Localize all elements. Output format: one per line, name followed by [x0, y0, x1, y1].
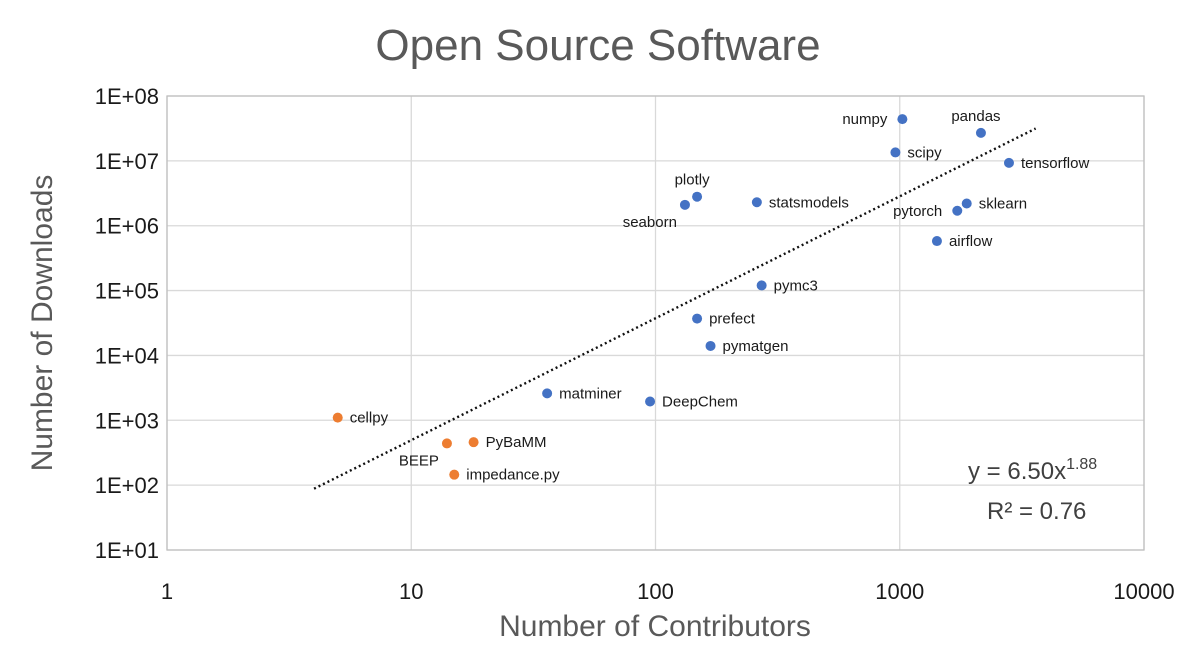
data-label: tensorflow	[1021, 155, 1090, 172]
y-tick-label: 1E+08	[95, 84, 159, 109]
chart-title: Open Source Software	[375, 21, 820, 70]
data-label: pytorch	[893, 203, 942, 220]
data-point-pymatgen	[705, 340, 716, 351]
data-label: PyBaMM	[486, 434, 547, 451]
data-label: cellpy	[350, 410, 389, 427]
data-label: statsmodels	[769, 194, 849, 211]
x-tick-label: 1	[161, 579, 173, 604]
data-label: plotly	[675, 172, 711, 189]
data-label: airflow	[949, 233, 993, 250]
data-point-prefect	[692, 313, 703, 324]
data-label: numpy	[842, 111, 888, 128]
y-tick-label: 1E+06	[95, 214, 159, 239]
data-point-statsmodels	[751, 197, 762, 208]
x-tick-label: 10	[399, 579, 423, 604]
data-point-impedance-py	[449, 469, 460, 480]
y-tick-label: 1E+03	[95, 408, 159, 433]
data-point-pytorch	[952, 205, 963, 216]
data-label: BEEP	[399, 452, 439, 469]
data-point-cellpy	[332, 412, 343, 423]
data-label: pymc3	[774, 277, 818, 294]
data-point-airflow	[931, 236, 942, 247]
x-tick-label: 10000	[1113, 579, 1174, 604]
data-label: impedance.py	[466, 467, 560, 484]
x-tick-label: 100	[637, 579, 674, 604]
y-tick-label: 1E+04	[95, 343, 159, 368]
data-point-scipy	[890, 147, 901, 158]
data-point-plotly	[692, 191, 703, 202]
data-point-seaborn	[679, 199, 690, 210]
y-tick-label: 1E+07	[95, 149, 159, 174]
y-axis-title: Number of Downloads	[26, 175, 59, 472]
tick-labels: 1 10 100 1000 10000 1E+01 1E+02 1E+03 1E+04 1E+05…	[95, 84, 1175, 604]
y-tick-label: 1E+01	[95, 538, 159, 563]
data-label: prefect	[709, 311, 756, 328]
data-point-pybamm	[468, 437, 479, 448]
data-points	[332, 114, 1014, 480]
data-label: seaborn	[623, 214, 677, 231]
data-point-pandas	[975, 127, 986, 138]
equation-text: y = 6.50x1.88	[968, 456, 1097, 485]
equation-exponent: 1.88	[1066, 456, 1097, 473]
data-point-matminer	[542, 388, 553, 399]
data-label: DeepChem	[662, 393, 738, 410]
x-axis-title: Number of Contributors	[499, 610, 811, 643]
data-label: matminer	[559, 385, 622, 402]
data-point-sklearn	[961, 198, 972, 209]
data-label: scipy	[907, 144, 942, 161]
data-label: pandas	[951, 108, 1000, 125]
data-point-beep	[441, 438, 452, 449]
trendline-equation: y = 6.50x1.88 R² = 0.76	[968, 456, 1097, 525]
data-point-pymc3	[756, 280, 767, 291]
equation-base: y = 6.50x	[968, 458, 1066, 485]
y-tick-label: 1E+05	[95, 279, 159, 304]
x-tick-label: 1000	[875, 579, 924, 604]
data-labels: numpy pandas scipy tensorflow plotly seaborn s…	[350, 108, 1090, 484]
data-point-deepchem	[645, 396, 656, 407]
plot-area-frame	[166, 95, 1145, 551]
y-tick-label: 1E+02	[95, 473, 159, 498]
data-label: sklearn	[979, 196, 1027, 213]
r-squared-text: R² = 0.76	[987, 498, 1086, 525]
data-label: pymatgen	[723, 338, 789, 355]
data-point-numpy	[897, 114, 908, 125]
data-point-tensorflow	[1003, 157, 1014, 168]
